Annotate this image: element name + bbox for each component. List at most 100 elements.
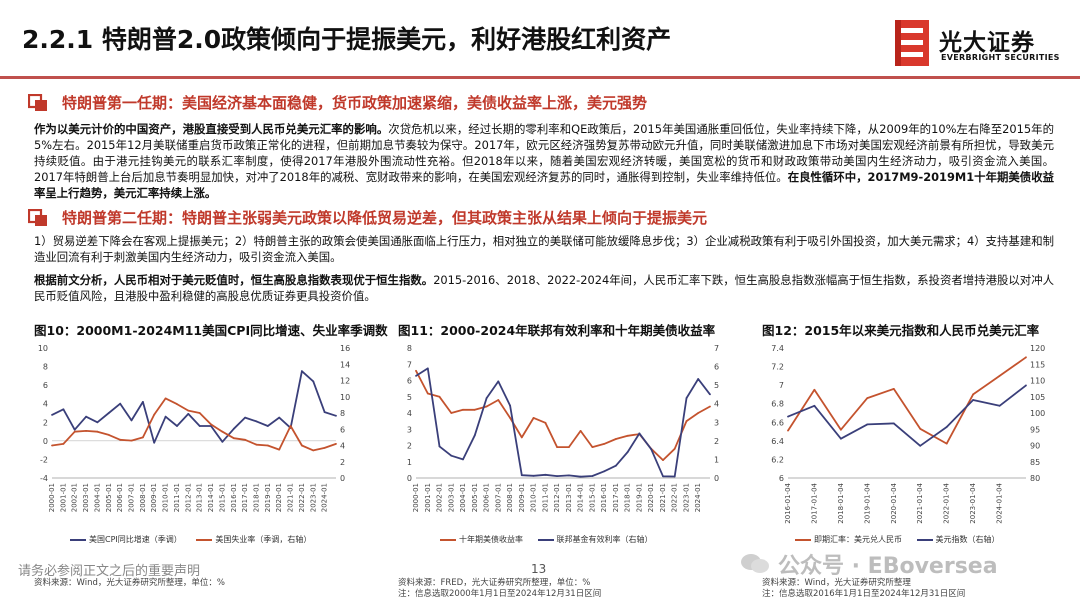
data-point <box>107 434 110 436</box>
y-left-tick-label: 0 <box>407 474 412 483</box>
x-tick-label: 2011-01 <box>173 483 181 512</box>
data-point <box>85 415 87 418</box>
data-point <box>591 475 594 477</box>
x-tick-label: 2017-01-04 <box>810 482 818 523</box>
data-point <box>312 449 315 452</box>
y-right-tick-label: 0 <box>340 474 345 483</box>
data-point <box>142 401 144 403</box>
section1-lead-bold: 作为以美元计价的中国资产，港股直接受到人民币兑美元汇率的影响。 <box>34 122 389 136</box>
y-right-tick-label: 80 <box>1030 474 1040 483</box>
y-left-tick-label: 7.4 <box>771 344 784 353</box>
y-right-tick-label: 85 <box>1030 458 1040 467</box>
y-right-tick-label: 10 <box>340 393 350 402</box>
data-point <box>187 409 190 412</box>
data-point <box>709 405 711 408</box>
y-right-tick-label: 2 <box>340 458 345 467</box>
y-left-tick-label: 5 <box>407 393 412 402</box>
legend-label: 美国失业率（季调，右轴） <box>215 535 312 544</box>
data-point <box>62 443 65 445</box>
y-right-tick-label: 12 <box>340 377 350 386</box>
data-point <box>335 443 337 445</box>
x-tick-label: 2015-01 <box>588 483 596 512</box>
data-point <box>556 446 558 448</box>
data-point <box>579 475 582 478</box>
data-point <box>119 438 122 441</box>
data-point <box>919 427 922 430</box>
x-tick-label: 2009-01 <box>518 483 526 512</box>
x-tick-label: 2000-01 <box>48 483 56 512</box>
x-tick-label: 2016-01 <box>600 483 608 512</box>
x-tick-label: 2006-01 <box>116 483 124 512</box>
chart11-source: 资料来源：FRED，光大证券研究所整理，单位：% <box>398 578 591 588</box>
page-number: 13 <box>531 562 547 576</box>
data-point <box>579 430 582 432</box>
data-point <box>176 425 178 427</box>
legend-label: 美国CPI同比增速（季调） <box>89 535 182 544</box>
data-point <box>266 425 269 427</box>
y-left-tick-label: 3 <box>407 425 412 434</box>
data-point <box>626 451 629 453</box>
data-point <box>509 404 511 407</box>
y-left-tick-label: 2 <box>407 442 412 451</box>
x-tick-label: 2021-01 <box>287 483 295 512</box>
data-point <box>813 404 816 407</box>
data-point <box>221 440 224 443</box>
y-right-tick-label: 100 <box>1030 409 1045 418</box>
everbright-logo-icon <box>895 20 929 66</box>
series-line <box>51 397 337 452</box>
x-tick-label: 2020-01-04 <box>890 482 898 523</box>
x-tick-label: 2022-01 <box>671 483 679 512</box>
data-point <box>544 473 547 476</box>
chart11-note: 注：信息选取2000年1月1日至2024年12月31日区间 <box>398 589 602 599</box>
data-point <box>919 444 922 447</box>
y-right-tick-label: 1 <box>714 455 719 464</box>
y-left-tick-label: 6.8 <box>771 400 784 409</box>
legend-item: 联邦基金有效利率（右轴） <box>537 535 653 544</box>
data-point <box>210 423 212 426</box>
legend-item: 即期汇率：美元兑人民币 <box>795 535 902 544</box>
data-point <box>787 429 789 432</box>
y-right-tick-label: 5 <box>714 381 719 390</box>
x-tick-label: 2005-01 <box>105 483 113 512</box>
data-point <box>164 415 167 418</box>
y-left-tick-label: 10 <box>38 344 48 353</box>
y-left-tick-label: 7.2 <box>771 363 784 372</box>
section2-lead-bold: 根据前文分析，人民币相对于美元贬值时，恒生高股息指数表现优于恒生指数。 <box>34 273 434 287</box>
y-left-tick-label: 8 <box>407 344 412 353</box>
chart12-legend: 即期汇率：美元兑人民币 美元指数（右轴） <box>795 534 1012 545</box>
series-line <box>787 356 1027 445</box>
data-point <box>51 444 53 447</box>
data-point <box>301 370 303 373</box>
x-tick-label: 2010-01 <box>530 483 538 512</box>
chart10-source: 资料来源：Wind，光大证券研究所整理，单位：% <box>34 578 225 588</box>
x-tick-label: 2019-01 <box>635 483 643 512</box>
x-tick-label: 2003-01 <box>82 483 90 512</box>
section1-heading-text: 特朗普第一任期：美国经济基本面稳健，货币政策加速紧缩，美债收益率上涨，美元强势 <box>62 94 648 112</box>
data-point <box>509 417 511 419</box>
data-point <box>520 474 523 477</box>
data-point <box>603 443 606 445</box>
page-title: 2.2.1 特朗普2.0政策倾向于提振美元，利好港股红利资产 <box>22 25 672 54</box>
x-tick-label: 2018-01 <box>624 483 632 512</box>
y-left-tick-label: 1 <box>407 458 412 467</box>
data-point <box>866 397 869 399</box>
x-tick-label: 2002-01 <box>71 483 79 512</box>
x-tick-label: 2007-01 <box>128 483 136 512</box>
logo-chinese-name: 光大证券 <box>939 30 1035 56</box>
data-point <box>450 412 453 414</box>
data-point <box>415 375 417 377</box>
data-point <box>532 474 535 477</box>
legend-item: 美元指数（右轴） <box>916 535 1000 544</box>
data-point <box>278 416 281 419</box>
section2-heading-text: 特朗普第二任期：特朗普主张弱美元政策以降低贸易逆差，但其政策主张从结果上倾向于提… <box>62 209 708 227</box>
legend-item: 十年期美债收益率 <box>440 535 523 544</box>
company-logo: 光大证券 EVERBRIGHT SECURITIES <box>895 20 1065 66</box>
series-line <box>415 367 711 478</box>
x-tick-label: 2022-01 <box>298 483 306 512</box>
chart11-title: 图11：2000-2024年联邦有效利率和十年期美债收益率 <box>398 323 716 338</box>
data-point <box>568 446 570 448</box>
section-marker-icon <box>28 209 47 226</box>
data-point <box>438 395 441 398</box>
data-point <box>662 475 664 478</box>
data-point <box>221 430 224 433</box>
